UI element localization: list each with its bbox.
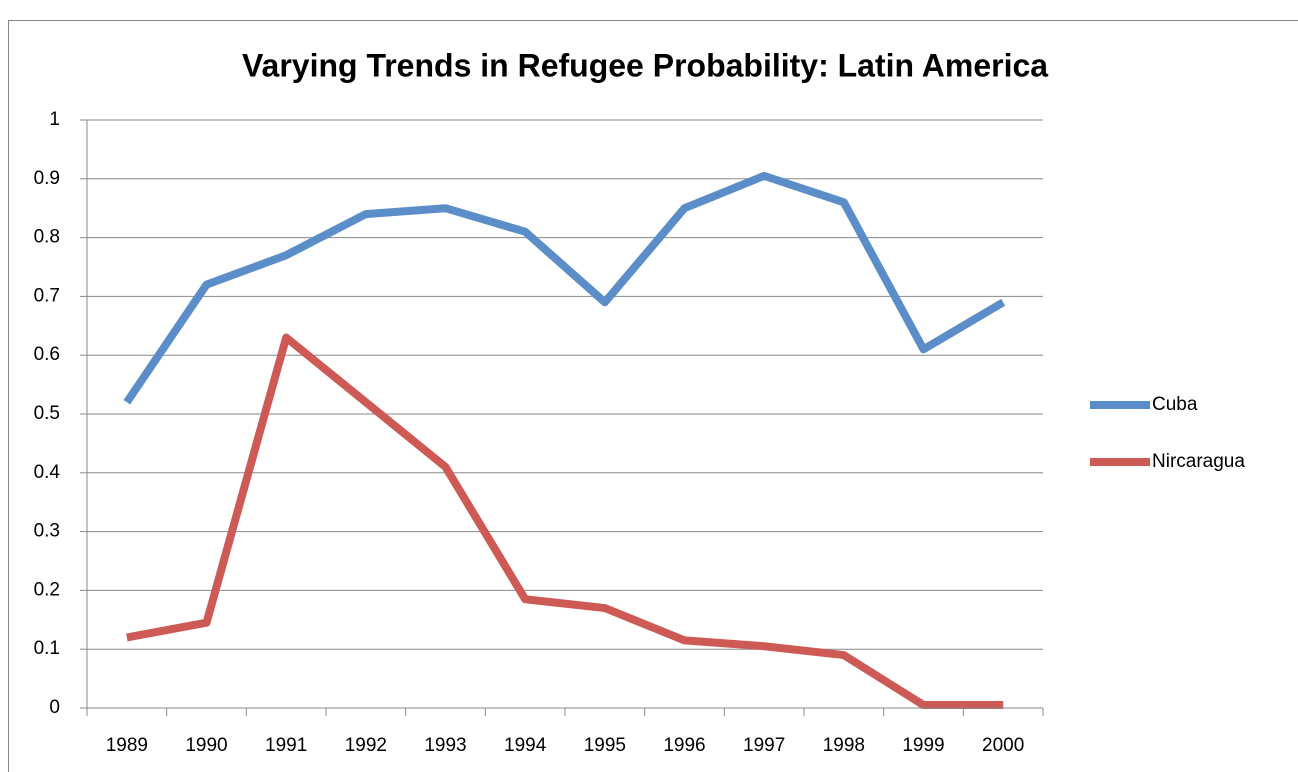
x-tick-label: 1991 [265,735,307,756]
y-tick-label: 0.5 [34,403,60,424]
y-tick-label: 0.9 [34,168,60,189]
x-tick-label: 1996 [663,735,705,756]
y-tick-label: 0 [49,697,60,718]
series-line [126,333,1004,710]
x-tick-label: 1990 [185,735,227,756]
series-line [123,171,1006,405]
x-tick-label: 1993 [424,735,466,756]
y-tick-label: 0.3 [34,521,60,542]
y-tick-label: 0.6 [34,344,60,365]
y-tick-label: 0.2 [34,579,60,600]
x-tick-label: 1998 [823,735,865,756]
y-tick-label: 0.7 [34,285,60,306]
x-tick-label: 1989 [106,735,148,756]
y-tick-label: 1 [49,109,60,130]
x-tick-label: 1997 [743,735,785,756]
legend-label: Nircaragua [1152,451,1245,472]
y-tick-label: 0.4 [34,462,61,483]
x-tick-label: 1994 [504,735,547,756]
x-tick-label: 2000 [982,735,1024,756]
x-tick-label: 1992 [345,735,387,756]
x-tick-label: 1999 [902,735,944,756]
y-tick-label: 0.8 [34,227,60,248]
y-tick-label: 0.1 [34,638,60,659]
legend-label: Cuba [1152,394,1198,415]
chart-border [8,20,1298,772]
x-tick-label: 1995 [584,735,626,756]
chart-title: Varying Trends in Refugee Probability: L… [242,47,1048,83]
